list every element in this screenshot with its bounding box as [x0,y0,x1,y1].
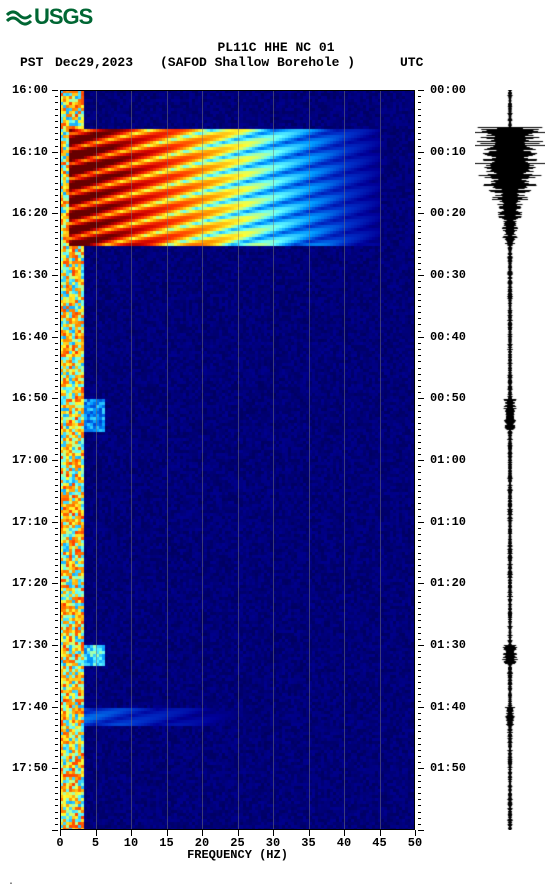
y-right-tick-label: 00:50 [430,391,466,405]
y-right-tick-label: 00:40 [430,330,466,344]
station-label: (SAFOD Shallow Borehole ) [160,55,355,70]
chart-title: PL11C HHE NC 01 [0,40,552,55]
spectrogram-plot [60,90,415,830]
y-left-tick-label: 16:50 [12,391,48,405]
usgs-logo: USGS [6,4,92,30]
y-left-tick-label: 16:40 [12,330,48,344]
y-left-tick-label: 17:10 [12,515,48,529]
waveform-canvas [475,90,545,830]
footer-mark: . [8,877,14,888]
date-label: Dec29,2023 [55,55,133,70]
x-axis-label: FREQUENCY (HZ) [60,848,415,862]
y-axis-left: 16:0016:1016:2016:3016:4016:5017:0017:10… [0,90,58,830]
y-left-tick-label: 17:20 [12,576,48,590]
y-right-tick-label: 00:30 [430,268,466,282]
logo-text: USGS [34,4,92,30]
spectrogram-canvas [60,90,415,830]
y-left-tick-label: 16:20 [12,206,48,220]
y-left-tick-label: 16:00 [12,83,48,97]
y-right-tick-label: 00:00 [430,83,466,97]
y-left-tick-label: 17:00 [12,453,48,467]
y-right-tick-label: 01:20 [430,576,466,590]
y-left-tick-label: 17:40 [12,700,48,714]
tz-left: PST [20,55,43,70]
y-right-tick-label: 01:40 [430,700,466,714]
y-left-tick-label: 17:30 [12,638,48,652]
y-right-tick-label: 00:10 [430,145,466,159]
y-left-tick-label: 17:50 [12,761,48,775]
y-right-tick-label: 01:30 [430,638,466,652]
y-right-tick-label: 01:00 [430,453,466,467]
y-left-tick-label: 16:30 [12,268,48,282]
waveform-plot [475,90,545,830]
y-left-tick-label: 16:10 [12,145,48,159]
tz-right: UTC [400,55,423,70]
y-axis-right: 00:0000:1000:2000:3000:4000:5001:0001:10… [418,90,468,830]
y-right-tick-label: 00:20 [430,206,466,220]
y-right-tick-label: 01:10 [430,515,466,529]
y-right-tick-label: 01:50 [430,761,466,775]
